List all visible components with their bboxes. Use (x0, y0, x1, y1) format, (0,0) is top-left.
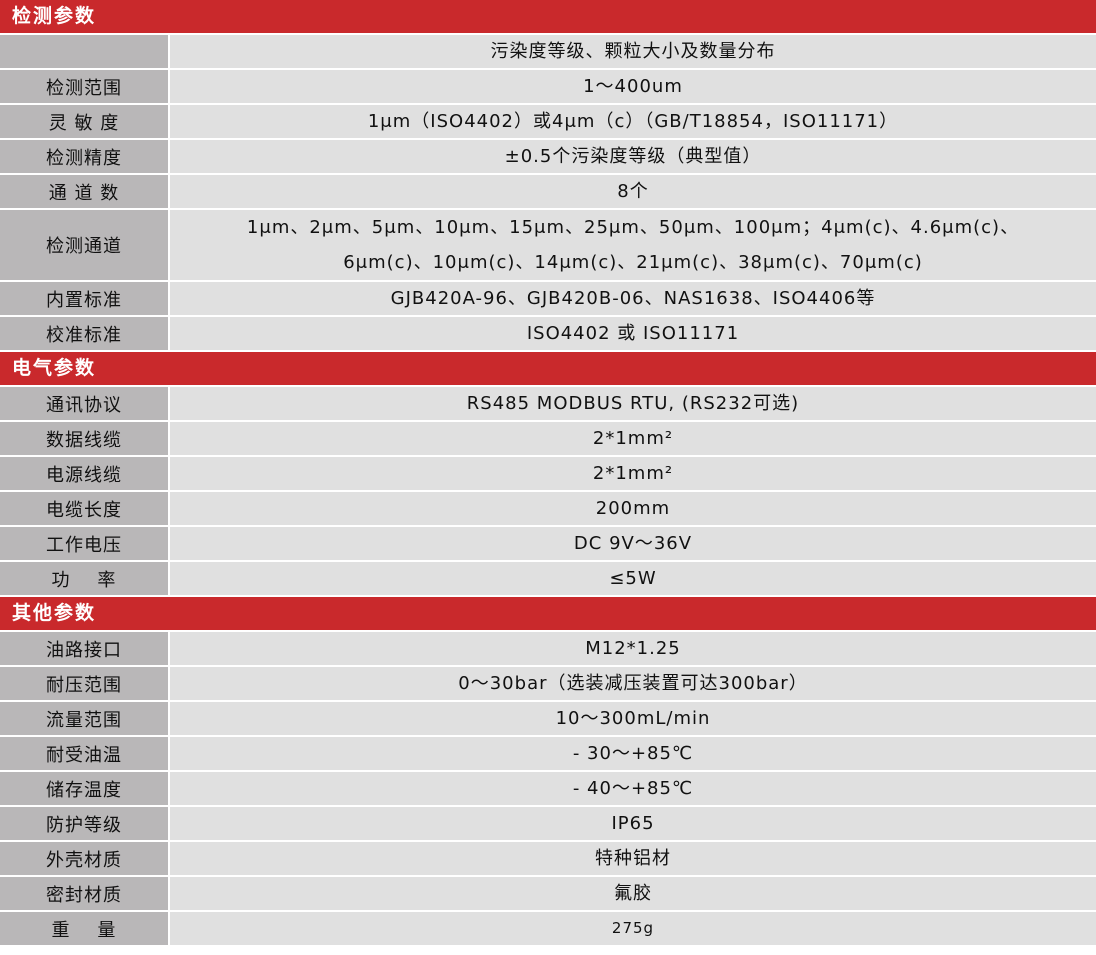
row-value: DC 9V～36V (170, 527, 1096, 560)
table-row: 校准标准 ISO4402 或 ISO11171 (0, 317, 1096, 350)
row-value: 0～30bar（选装减压装置可达300bar） (170, 667, 1096, 700)
value-line: 1μm（ISO4402）或4μm（c）（GB/T18854，ISO11171） (367, 111, 899, 132)
row-value: 2*1mm² (170, 457, 1096, 490)
section-header: 其他参数 (0, 597, 1096, 630)
section-header: 电气参数 (0, 352, 1096, 385)
table-row: 电缆长度 200mm (0, 492, 1096, 525)
row-label: 流量范围 (0, 702, 168, 735)
table-row: 电源线缆 2*1mm² (0, 457, 1096, 490)
row-label: 储存温度 (0, 772, 168, 805)
table-row: 检测范围 1～400um (0, 70, 1096, 103)
row-value: 1μm、2μm、5μm、10μm、15μm、25μm、50μm、100μm；4μ… (170, 210, 1096, 280)
table-row: 流量范围 10～300mL/min (0, 702, 1096, 735)
value-line: DC 9V～36V (573, 533, 693, 554)
row-value: 275g (170, 912, 1096, 945)
row-label: 校准标准 (0, 317, 168, 350)
value-line: 2*1mm² (592, 463, 674, 484)
row-value: 1μm（ISO4402）或4μm（c）（GB/T18854，ISO11171） (170, 105, 1096, 138)
row-value: 200mm (170, 492, 1096, 525)
row-value: 10～300mL/min (170, 702, 1096, 735)
row-value: - 40～+85℃ (170, 772, 1096, 805)
value-line: ISO4402 或 ISO11171 (526, 323, 740, 344)
row-value: 氟胶 (170, 877, 1096, 910)
table-row: 数据线缆 2*1mm² (0, 422, 1096, 455)
row-value: - 30～+85℃ (170, 737, 1096, 770)
table-row: 防护等级 IP65 (0, 807, 1096, 840)
table-row: 检测通道 1μm、2μm、5μm、10μm、15μm、25μm、50μm、100μ… (0, 210, 1096, 280)
row-label: 工作电压 (0, 527, 168, 560)
row-label: 油路接口 (0, 632, 168, 665)
row-value: ±0.5个污染度等级（典型值） (170, 140, 1096, 173)
table-row: 灵 敏 度 1μm（ISO4402）或4μm（c）（GB/T18854，ISO11… (0, 105, 1096, 138)
row-value: 1～400um (170, 70, 1096, 103)
row-value: M12*1.25 (170, 632, 1096, 665)
row-value: ≤5W (170, 562, 1096, 595)
row-label: 检测精度 (0, 140, 168, 173)
row-label: 通讯协议 (0, 387, 168, 420)
table-row: 耐压范围 0～30bar（选装减压装置可达300bar） (0, 667, 1096, 700)
value-line: 6μm(c)、10μm(c)、14μm(c)、21μm(c)、38μm(c)、7… (343, 252, 923, 273)
table-row: 外壳材质 特种铝材 (0, 842, 1096, 875)
row-label: 检测范围 (0, 70, 168, 103)
row-label: 重 量 (0, 912, 168, 945)
row-value: GJB420A-96、GJB420B-06、NAS1638、ISO4406等 (170, 282, 1096, 315)
value-line: 1μm、2μm、5μm、10μm、15μm、25μm、50μm、100μm；4μ… (246, 217, 1020, 238)
table-row: 功 率 ≤5W (0, 562, 1096, 595)
value-line: 200mm (595, 498, 671, 519)
table-row: 重 量 275g (0, 912, 1096, 945)
row-label: 检测通道 (0, 210, 168, 280)
row-value: ISO4402 或 ISO11171 (170, 317, 1096, 350)
row-label: 功 率 (0, 562, 168, 595)
value-line: 10～300mL/min (555, 708, 711, 729)
table-row: 内置标准 GJB420A-96、GJB420B-06、NAS1638、ISO440… (0, 282, 1096, 315)
row-label: 数据线缆 (0, 422, 168, 455)
table-row: 通讯协议 RS485 MODBUS RTU, (RS232可选) (0, 387, 1096, 420)
section-header: 检测参数 (0, 0, 1096, 33)
value-line: 特种铝材 (595, 848, 671, 869)
table-row: 密封材质 氟胶 (0, 877, 1096, 910)
row-label: 耐受油温 (0, 737, 168, 770)
row-label: 灵 敏 度 (0, 105, 168, 138)
table-row: 污染度等级、颗粒大小及数量分布 (0, 35, 1096, 68)
value-line: ±0.5个污染度等级（典型值） (504, 146, 762, 167)
value-line: 0～30bar（选装减压装置可达300bar） (458, 673, 808, 694)
row-value: 特种铝材 (170, 842, 1096, 875)
row-label: 密封材质 (0, 877, 168, 910)
value-line: 2*1mm² (592, 428, 674, 449)
table-row: 储存温度 - 40～+85℃ (0, 772, 1096, 805)
value-line: 污染度等级、颗粒大小及数量分布 (490, 41, 776, 62)
value-line: 8个 (617, 181, 649, 202)
row-label: 电源线缆 (0, 457, 168, 490)
row-label: 通 道 数 (0, 175, 168, 208)
table-row: 检测精度 ±0.5个污染度等级（典型值） (0, 140, 1096, 173)
value-line: 275g (611, 919, 655, 937)
row-value: 8个 (170, 175, 1096, 208)
row-value: IP65 (170, 807, 1096, 840)
value-line: RS485 MODBUS RTU, (RS232可选) (466, 393, 800, 414)
row-label (0, 35, 168, 68)
value-line: 氟胶 (614, 883, 652, 904)
row-value: 污染度等级、颗粒大小及数量分布 (170, 35, 1096, 68)
value-line: GJB420A-96、GJB420B-06、NAS1638、ISO4406等 (390, 288, 876, 309)
value-line: M12*1.25 (585, 638, 681, 659)
table-row: 油路接口 M12*1.25 (0, 632, 1096, 665)
row-value: RS485 MODBUS RTU, (RS232可选) (170, 387, 1096, 420)
row-label: 内置标准 (0, 282, 168, 315)
table-row: 耐受油温 - 30～+85℃ (0, 737, 1096, 770)
value-line: IP65 (611, 813, 655, 834)
value-line: - 30～+85℃ (572, 743, 694, 764)
value-line: 1～400um (583, 76, 683, 97)
value-line: ≤5W (609, 568, 657, 589)
row-label: 外壳材质 (0, 842, 168, 875)
row-label: 电缆长度 (0, 492, 168, 525)
value-line: - 40～+85℃ (572, 778, 694, 799)
table-row: 工作电压 DC 9V～36V (0, 527, 1096, 560)
row-label: 耐压范围 (0, 667, 168, 700)
row-label: 防护等级 (0, 807, 168, 840)
table-row: 通 道 数 8个 (0, 175, 1096, 208)
row-value: 2*1mm² (170, 422, 1096, 455)
